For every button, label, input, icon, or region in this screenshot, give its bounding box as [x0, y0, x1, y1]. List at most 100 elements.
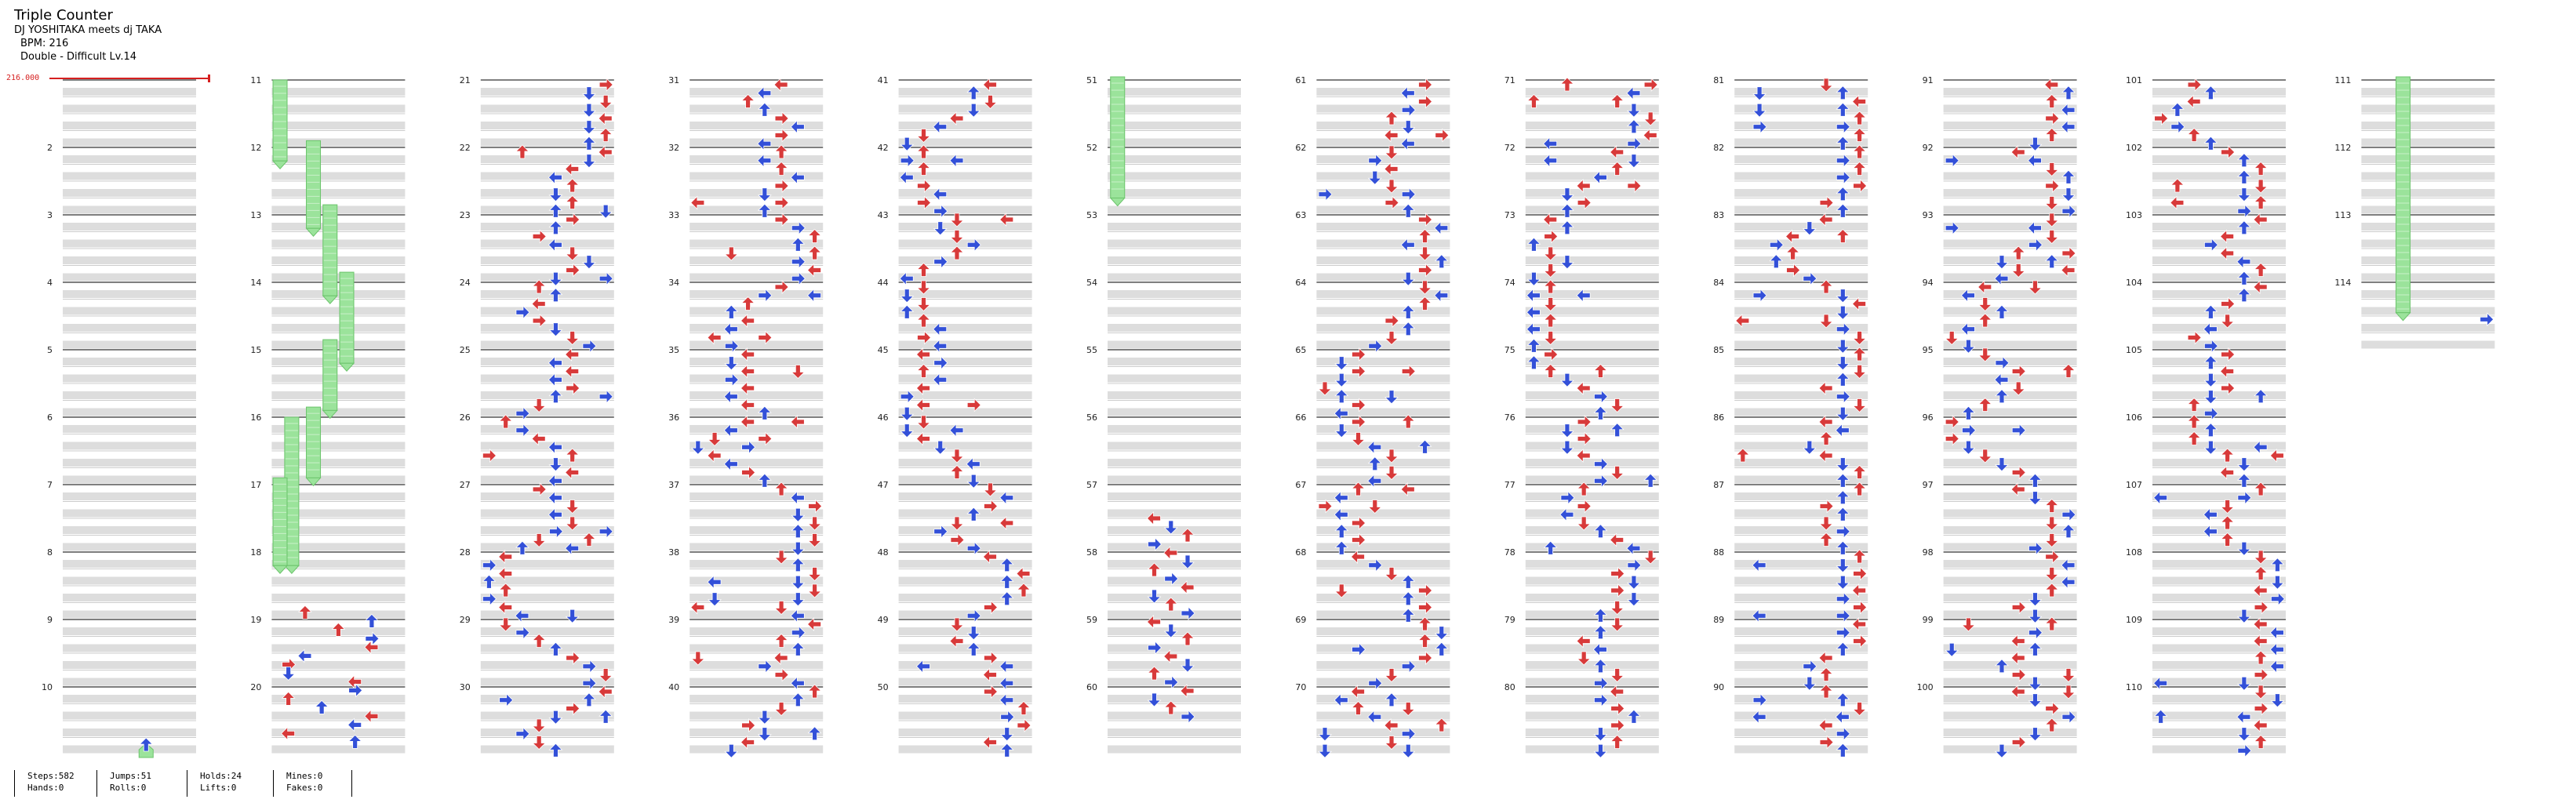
down-arrow-icon — [1384, 567, 1399, 582]
beat-band — [480, 172, 614, 180]
right-arrow-icon — [515, 406, 530, 421]
measure-number: 16 — [250, 412, 261, 423]
down-arrow-icon — [1367, 170, 1382, 185]
left-arrow-icon — [1626, 85, 1641, 100]
up-arrow-icon — [599, 127, 613, 142]
right-arrow-icon — [933, 204, 948, 219]
down-arrow-icon — [1977, 297, 1992, 312]
down-arrow-icon — [1752, 86, 1767, 101]
up-arrow-icon — [1735, 448, 1750, 463]
measure-number: 51 — [1086, 75, 1097, 85]
beat-band — [271, 256, 406, 264]
right-arrow-icon — [1594, 456, 1608, 471]
down-arrow-icon — [565, 331, 580, 346]
beat-band — [1525, 610, 1659, 619]
beat-band — [1316, 492, 1450, 500]
measure-number: 93 — [1923, 210, 1934, 220]
measure-number: 114 — [2334, 278, 2351, 288]
down-arrow-icon — [1836, 457, 1850, 472]
up-arrow-icon — [1417, 439, 1432, 454]
beat-band — [2361, 239, 2495, 248]
up-arrow-icon — [532, 633, 547, 648]
beat-band — [2152, 627, 2286, 635]
beat-band — [1525, 729, 1659, 736]
beat-band — [1943, 290, 2077, 298]
down-arrow-icon — [2028, 592, 2043, 607]
right-arrow-icon — [1836, 153, 1850, 168]
beat-band — [1108, 661, 1241, 669]
left-arrow-icon — [1818, 213, 1833, 227]
beat-band — [1734, 594, 1868, 601]
right-arrow-icon — [566, 381, 580, 395]
up-arrow-icon — [916, 161, 931, 176]
beat-band — [1734, 661, 1868, 669]
beat-band — [689, 441, 824, 450]
up-arrow-icon — [740, 296, 755, 311]
down-arrow-icon — [2044, 196, 2059, 211]
down-arrow-icon — [548, 322, 563, 337]
beat-band — [2152, 678, 2286, 686]
beat-band — [271, 729, 406, 736]
measure-number: 69 — [1295, 615, 1306, 625]
right-arrow-icon — [1853, 179, 1868, 193]
up-arrow-icon — [1785, 245, 1800, 260]
down-arrow-icon — [599, 204, 613, 219]
up-arrow-icon — [1334, 389, 1349, 404]
beat-band — [480, 239, 614, 248]
beat-band — [1108, 88, 1241, 96]
right-arrow-icon — [1752, 288, 1767, 303]
beat-band — [1316, 223, 1450, 231]
beat-band — [1943, 324, 2077, 332]
left-arrow-icon — [999, 676, 1014, 691]
down-arrow-icon — [1977, 449, 1992, 463]
left-arrow-icon — [1367, 474, 1382, 489]
beat-band — [271, 374, 406, 383]
down-arrow-icon — [1163, 520, 1178, 535]
right-arrow-icon — [2221, 347, 2236, 362]
right-arrow-icon — [1594, 474, 1608, 489]
left-arrow-icon — [1592, 170, 1607, 185]
up-arrow-icon — [1836, 743, 1850, 758]
left-arrow-icon — [1146, 615, 1161, 629]
beat-band — [63, 627, 196, 635]
right-arrow-icon — [1384, 314, 1399, 328]
up-arrow-icon — [1819, 431, 1834, 445]
beat-band — [689, 122, 824, 129]
left-arrow-icon — [531, 296, 546, 311]
beat-band — [689, 374, 824, 383]
down-arrow-icon — [1559, 187, 1574, 202]
beat-band — [898, 290, 1032, 298]
up-arrow-icon — [1543, 540, 1558, 555]
beat-band — [63, 273, 196, 282]
beat-band — [1525, 492, 1659, 500]
beat-band — [2152, 509, 2286, 518]
up-arrow-icon — [565, 194, 580, 209]
beat-band — [480, 408, 614, 416]
beat-band — [480, 290, 614, 298]
up-arrow-icon — [950, 464, 964, 479]
measure-number: 72 — [1504, 143, 1515, 153]
left-arrow-icon — [2010, 651, 2025, 665]
measure-number: 7 — [47, 480, 53, 490]
up-arrow-icon — [581, 136, 596, 151]
beat-band — [2152, 459, 2286, 467]
beat-band — [480, 88, 614, 96]
left-arrow-icon — [2203, 524, 2218, 539]
beat-band — [689, 459, 824, 467]
up-arrow-icon — [1181, 631, 1195, 646]
hold-tail-icon — [283, 565, 300, 574]
right-arrow-icon — [791, 625, 806, 640]
right-arrow-icon — [1560, 490, 1575, 505]
measure-number: 43 — [878, 210, 889, 220]
beat-band — [2152, 711, 2286, 720]
beat-band — [1943, 459, 2077, 467]
down-arrow-icon — [1334, 583, 1349, 598]
bpm-change-line — [49, 78, 209, 79]
measure-number: 107 — [2126, 480, 2142, 490]
right-arrow-icon — [1318, 187, 1333, 202]
left-arrow-icon — [2061, 558, 2076, 572]
left-arrow-icon — [2253, 440, 2268, 455]
measure-number: 67 — [1295, 480, 1306, 490]
left-arrow-icon — [1146, 511, 1161, 525]
up-arrow-icon — [2044, 616, 2059, 631]
